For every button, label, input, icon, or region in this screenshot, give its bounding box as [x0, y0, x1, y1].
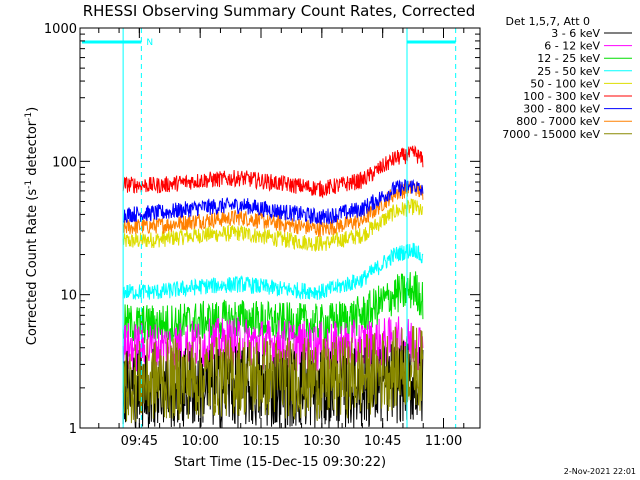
plot-area: N	[79, 27, 481, 429]
legend-label: 100 - 300 keV	[523, 90, 600, 103]
x-tick-label: 11:00	[425, 434, 462, 449]
series-layer	[122, 145, 424, 428]
x-tick-label: 10:15	[242, 434, 279, 449]
series-line-6	[122, 178, 424, 225]
legend-label: 6 - 12 keV	[544, 40, 600, 53]
legend-label: 7000 - 15000 keV	[502, 128, 600, 141]
series-line-8	[122, 325, 424, 424]
flag-label: N	[146, 38, 153, 48]
legend-header: Det 1,5,7, Att 0	[506, 15, 590, 28]
y-axis-label: Corrected Count Rate (s-1 detector-1)	[24, 107, 40, 345]
legend-label: 12 - 25 keV	[537, 52, 600, 65]
legend-label: 800 - 7000 keV	[516, 115, 600, 128]
chart-title: RHESSI Observing Summary Count Rates, Co…	[83, 2, 476, 20]
x-axis-label: Start Time (15-Dec-15 09:30:22)	[174, 455, 386, 470]
y-tick-label: 1	[69, 422, 77, 437]
x-tick-label: 10:45	[364, 434, 401, 449]
axis-ticks: 1 10 100 1000 09:45 10:00 10:15 10:30 10:45 11:00	[44, 22, 480, 449]
x-tick-label: 10:00	[181, 434, 218, 449]
series-line-4	[122, 198, 424, 253]
legend-label: 3 - 6 keV	[551, 27, 600, 40]
legend-label: 25 - 50 keV	[537, 65, 600, 78]
y-tick-label: 10	[60, 289, 77, 304]
legend-label: 300 - 800 keV	[523, 103, 600, 116]
x-tick-label: 10:30	[303, 434, 340, 449]
y-tick-label: 1000	[44, 22, 77, 37]
footer-date: 2-Nov-2021 22:01	[564, 467, 636, 476]
x-tick-label: 09:45	[121, 434, 158, 449]
plot-frame	[79, 27, 481, 429]
y-tick-label: 100	[52, 155, 77, 170]
series-line-5	[122, 145, 424, 199]
series-line-7	[122, 181, 424, 238]
series-line-2	[122, 271, 424, 344]
series-line-3	[122, 242, 424, 301]
legend-label: 50 - 100 keV	[530, 77, 600, 90]
